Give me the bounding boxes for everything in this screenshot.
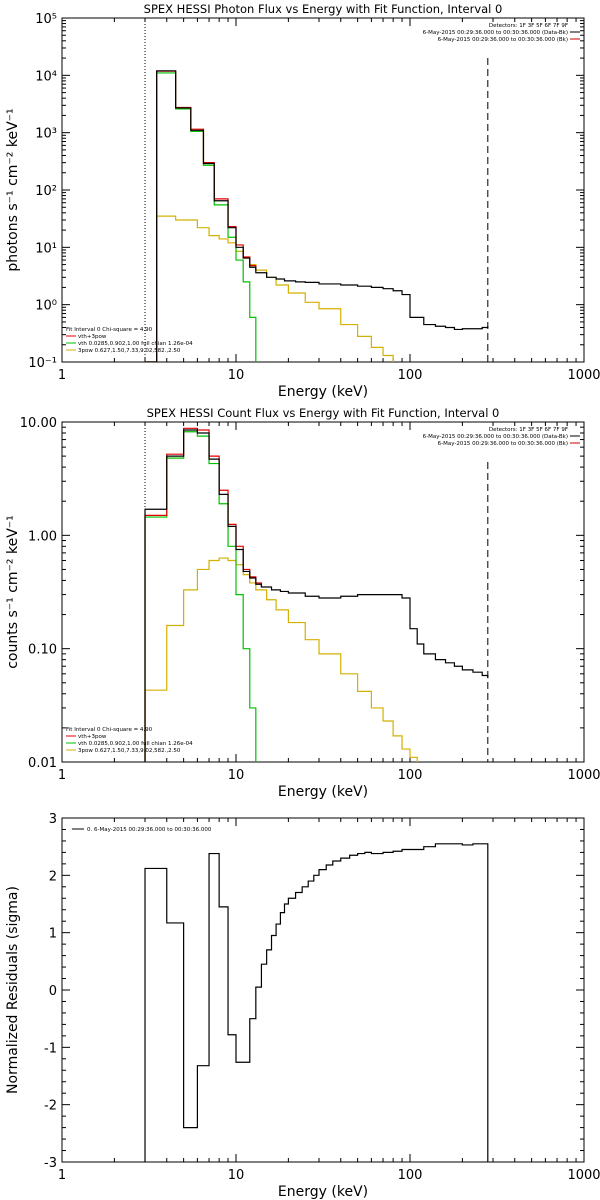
- x-tick-label: 100: [398, 768, 423, 783]
- legend-entry: 3pow 0.627,1.50,7.33,9.02,582.,2.50: [78, 348, 181, 354]
- legend-entry: vth 0.0285,0.902,1.00 full chian 1.26e-0…: [78, 341, 193, 347]
- x-tick-label: 100: [398, 368, 423, 383]
- y-tick-label: 10.00: [20, 416, 57, 431]
- series-0-6-may-2015-00-29-36-000-to-00-30-36-000: [144, 843, 489, 1162]
- y-tick-label: 10⁰: [35, 299, 57, 314]
- y-tick-label: 2: [49, 869, 57, 884]
- y-tick-label: 0.01: [28, 756, 57, 771]
- y-tick-label: 10²: [35, 184, 57, 199]
- x-tick-label: 1000: [567, 768, 600, 783]
- y-tick-label: 10⁴: [35, 69, 57, 84]
- y-tick-label: 0: [49, 984, 57, 999]
- x-tick-label: 10: [228, 768, 245, 783]
- series-data-bk: [144, 429, 489, 762]
- y-axis-label: counts s⁻¹ cm⁻² keV⁻¹: [5, 515, 21, 669]
- plot-frame: [61, 421, 585, 763]
- x-axis-label: Energy (keV): [278, 784, 368, 800]
- y-tick-label: -1: [44, 1041, 57, 1056]
- y-tick-label: -2: [44, 1099, 57, 1114]
- series-vth: [145, 72, 257, 362]
- x-axis-label: Energy (keV): [278, 384, 368, 400]
- x-tick-label: 1000: [567, 1168, 600, 1183]
- x-axis-label: Energy (keV): [278, 1184, 368, 1200]
- y-axis-label: Normalized Residuals (sigma): [5, 886, 21, 1094]
- legend-entry: 6-May-2015 00:29:36.000 to 00:30:36.000 …: [423, 30, 568, 36]
- legend-entry: vth 0.0285,0.902,1.00 full chian 1.26e-0…: [78, 741, 193, 747]
- plot-frame: [61, 17, 585, 363]
- y-axis-label: photons s⁻¹ cm⁻² keV⁻¹: [5, 108, 21, 271]
- y-tick-label: -3: [44, 1156, 57, 1171]
- chart-title: SPEX HESSI Photon Flux vs Energy with Fi…: [144, 2, 503, 16]
- y-tick-label: 1: [49, 927, 57, 942]
- legend-entry: Fit Interval 0 Chi-square = 4.90: [66, 727, 153, 733]
- y-tick-label: 1.00: [28, 529, 57, 544]
- legend-entry: Fit Interval 0 Chi-square = 4.90: [66, 327, 153, 333]
- legend-entry: 0. 6-May-2015 00:29:36.000 to 00:30:36.0…: [87, 827, 212, 833]
- series-vth-3pow: [144, 427, 263, 762]
- series-data-bk: [145, 70, 489, 362]
- legend-entry: vth+3pow: [78, 334, 107, 340]
- y-tick-label: 3: [49, 812, 57, 827]
- y-tick-label: 10⁵: [35, 12, 57, 27]
- x-tick-label: 100: [398, 1168, 423, 1183]
- x-tick-label: 1: [58, 768, 66, 783]
- legend-entry: Detectors: 1F 3F 5F 6F 7F 9F: [489, 23, 568, 29]
- x-tick-label: 1: [58, 1168, 66, 1183]
- x-tick-label: 10: [228, 368, 245, 383]
- y-tick-label: 10³: [35, 127, 57, 142]
- x-tick-label: 1: [58, 368, 66, 383]
- x-tick-label: 10: [228, 1168, 245, 1183]
- legend-entry: 6-May-2015 00:29:36.000 to 00:30:36.000 …: [438, 441, 568, 447]
- series-vth: [144, 431, 257, 762]
- y-tick-label: 10¹: [35, 241, 57, 256]
- y-tick-label: 0.10: [28, 643, 57, 658]
- series-3pow: [144, 557, 418, 762]
- chart-title: SPEX HESSI Count Flux vs Energy with Fit…: [147, 406, 500, 420]
- legend-entry: 6-May-2015 00:29:36.000 to 00:30:36.000 …: [438, 37, 568, 43]
- x-tick-label: 1000: [567, 368, 600, 383]
- series-3pow: [145, 215, 394, 362]
- legend-entry: vth+3pow: [78, 734, 107, 740]
- y-tick-label: 10⁻¹: [28, 356, 57, 371]
- legend-entry: 3pow 0.627,1.50,7.33,9.02,582.,2.50: [78, 748, 181, 754]
- legend-entry: Detectors: 1F 3F 5F 6F 7F 9F: [489, 427, 568, 433]
- legend-entry: 6-May-2015 00:29:36.000 to 00:30:36.000 …: [423, 434, 568, 440]
